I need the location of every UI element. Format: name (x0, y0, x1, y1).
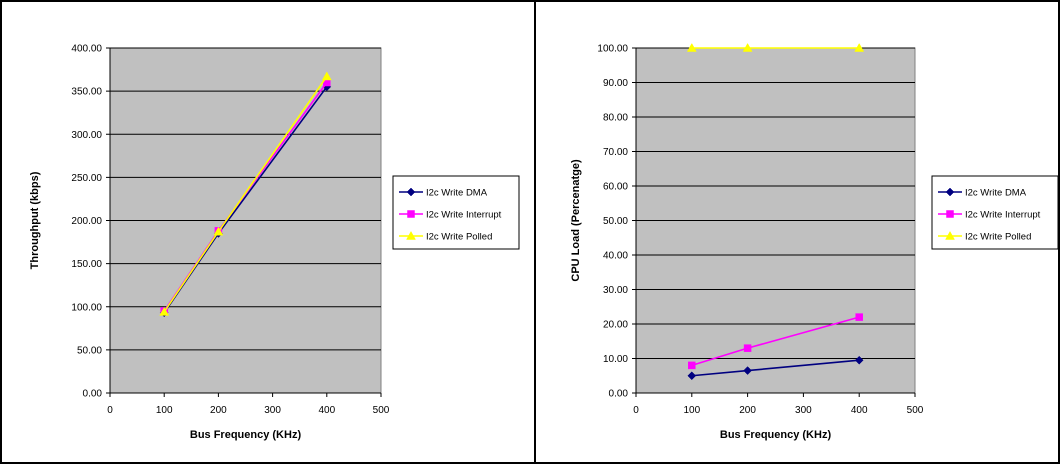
y-tick-label: 400.00 (71, 44, 102, 55)
y-tick-label: 0.00 (609, 389, 629, 400)
y-tick-label: 50.00 (603, 216, 628, 227)
data-point (854, 42, 865, 52)
x-tick-label: 0 (107, 405, 113, 416)
legend-label: I2c Write Interrupt (426, 210, 502, 221)
y-tick-label: 10.00 (603, 354, 628, 365)
data-point (159, 306, 170, 316)
data-point (742, 42, 753, 52)
legend-marker (407, 210, 415, 218)
y-tick-label: 100.00 (597, 44, 628, 55)
y-axis-title: CPU Load (Percenatge) (570, 159, 582, 282)
y-tick-label: 200.00 (71, 216, 102, 227)
legend-marker (946, 210, 954, 218)
x-tick-label: 500 (907, 405, 924, 416)
x-tick-label: 200 (739, 405, 756, 416)
y-tick-label: 150.00 (71, 259, 102, 270)
legend: I2c Write DMA I2c Write Interrupt I2c Writ… (392, 175, 520, 250)
y-tick-label: 50.00 (77, 345, 102, 356)
legend-marker (945, 230, 955, 240)
y-tick-label: 60.00 (603, 182, 628, 193)
cpu-load-chart-panel: 0.00 10.00 20.00 30.00 40.00 50.00 60.00 70.00 8… (534, 0, 1060, 464)
legend-label: I2c Write Polled (965, 232, 1031, 243)
legend-marker (406, 187, 416, 197)
y-tick-label: 80.00 (603, 113, 628, 124)
x-tick-label: 400 (318, 405, 335, 416)
x-tick-label: 100 (683, 405, 700, 416)
data-point (854, 355, 864, 365)
y-tick-label: 90.00 (603, 78, 628, 89)
x-tick-label: 300 (264, 405, 281, 416)
x-tick-label: 0 (633, 405, 639, 416)
y-tick-label: 300.00 (71, 130, 102, 141)
x-tick-label: 500 (373, 405, 390, 416)
y-tick-label: 100.00 (71, 302, 102, 313)
throughput-chart: 0.00 50.00 100.00 150.00 200.00 250.00 300.00 3… (29, 44, 520, 441)
data-point (688, 361, 696, 370)
y-tick-label: 20.00 (603, 320, 628, 331)
x-axis-title: Bus Frequency (KHz) (190, 429, 302, 441)
y-tick-label: 30.00 (603, 285, 628, 296)
data-point (687, 371, 697, 381)
data-point (743, 366, 752, 375)
legend-label: I2c Write DMA (965, 188, 1027, 199)
y-axis-title: Throughput (kbps) (29, 171, 41, 269)
legend-label: I2c Write Interrupt (965, 210, 1041, 221)
data-point (855, 313, 863, 321)
y-tick-label: 250.00 (71, 173, 102, 184)
legend-label: I2c Write Polled (426, 232, 492, 243)
y-tick-label: 70.00 (603, 147, 628, 158)
y-tick-label: 0.00 (83, 389, 103, 400)
x-tick-label: 300 (795, 405, 812, 416)
data-point (743, 344, 752, 352)
x-tick-label: 100 (156, 405, 173, 416)
x-tick-label: 200 (210, 405, 227, 416)
throughput-chart-panel: 0.00 50.00 100.00 150.00 200.00 250.00 300.00 3… (0, 0, 536, 464)
data-point (321, 71, 332, 81)
cpu-load-chart: 0.00 10.00 20.00 30.00 40.00 50.00 60.00 70.00 8… (570, 42, 1059, 441)
data-point (686, 42, 697, 52)
x-axis-title: Bus Frequency (KHz) (720, 429, 832, 441)
x-tick-label: 400 (851, 405, 868, 416)
y-tick-label: 40.00 (603, 251, 628, 262)
legend-marker (945, 187, 955, 197)
legend-marker (406, 230, 416, 240)
legend: I2c Write DMA I2c Write Interrupt I2c Writ… (931, 175, 1059, 250)
legend-label: I2c Write DMA (426, 188, 488, 199)
y-tick-label: 350.00 (71, 87, 102, 98)
data-point (213, 226, 224, 236)
